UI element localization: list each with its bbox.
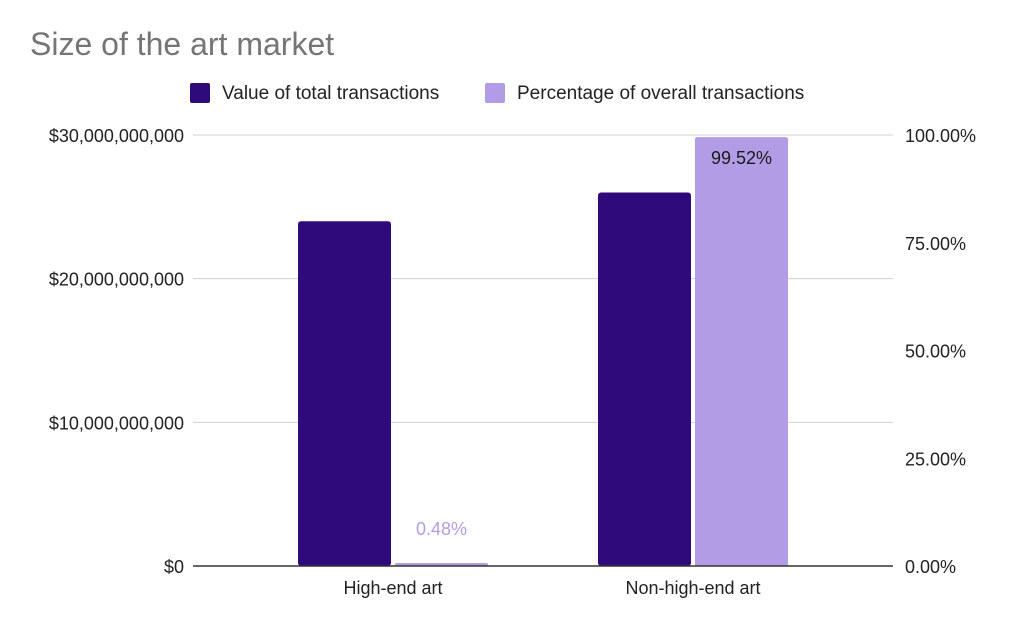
data-label-percentage: 0.48% (416, 519, 467, 539)
bar-percentage (695, 137, 788, 567)
legend-label-value: Value of total transactions (222, 83, 439, 104)
x-axis-category-labels: High-end art Non-high-end art (343, 578, 760, 598)
legend-swatch-value (190, 83, 210, 103)
chart-title: Size of the art market (30, 26, 334, 62)
data-labels: 0.48% 99.52% (416, 148, 772, 539)
data-label-percentage: 99.52% (711, 148, 772, 168)
bar-value (298, 221, 391, 566)
left-axis-tick-label: $20,000,000,000 (49, 270, 184, 290)
legend: Value of total transactions Percentage o… (190, 83, 804, 104)
left-axis-tick-label: $30,000,000,000 (49, 126, 184, 146)
legend-label-percentage: Percentage of overall transactions (517, 83, 804, 104)
left-axis-tick-label: $10,000,000,000 (49, 413, 184, 433)
bars (298, 137, 788, 567)
x-axis-category-label: High-end art (343, 578, 442, 598)
bar-value (598, 192, 691, 566)
right-axis-tick-label: 50.00% (905, 342, 966, 362)
right-axis-tick-label: 25.00% (905, 449, 966, 469)
right-axis-tick-label: 75.00% (905, 234, 966, 254)
right-axis-tick-label: 100.00% (905, 126, 976, 146)
right-axis: 0.00% 25.00% 50.00% 75.00% 100.00% (905, 126, 976, 577)
left-axis: $0 $10,000,000,000 $20,000,000,000 $30,000,… (49, 126, 184, 577)
right-axis-tick-label: 0.00% (905, 557, 956, 577)
legend-swatch-percentage (485, 83, 505, 103)
x-axis-category-label: Non-high-end art (625, 578, 760, 598)
left-axis-tick-label: $0 (164, 557, 184, 577)
